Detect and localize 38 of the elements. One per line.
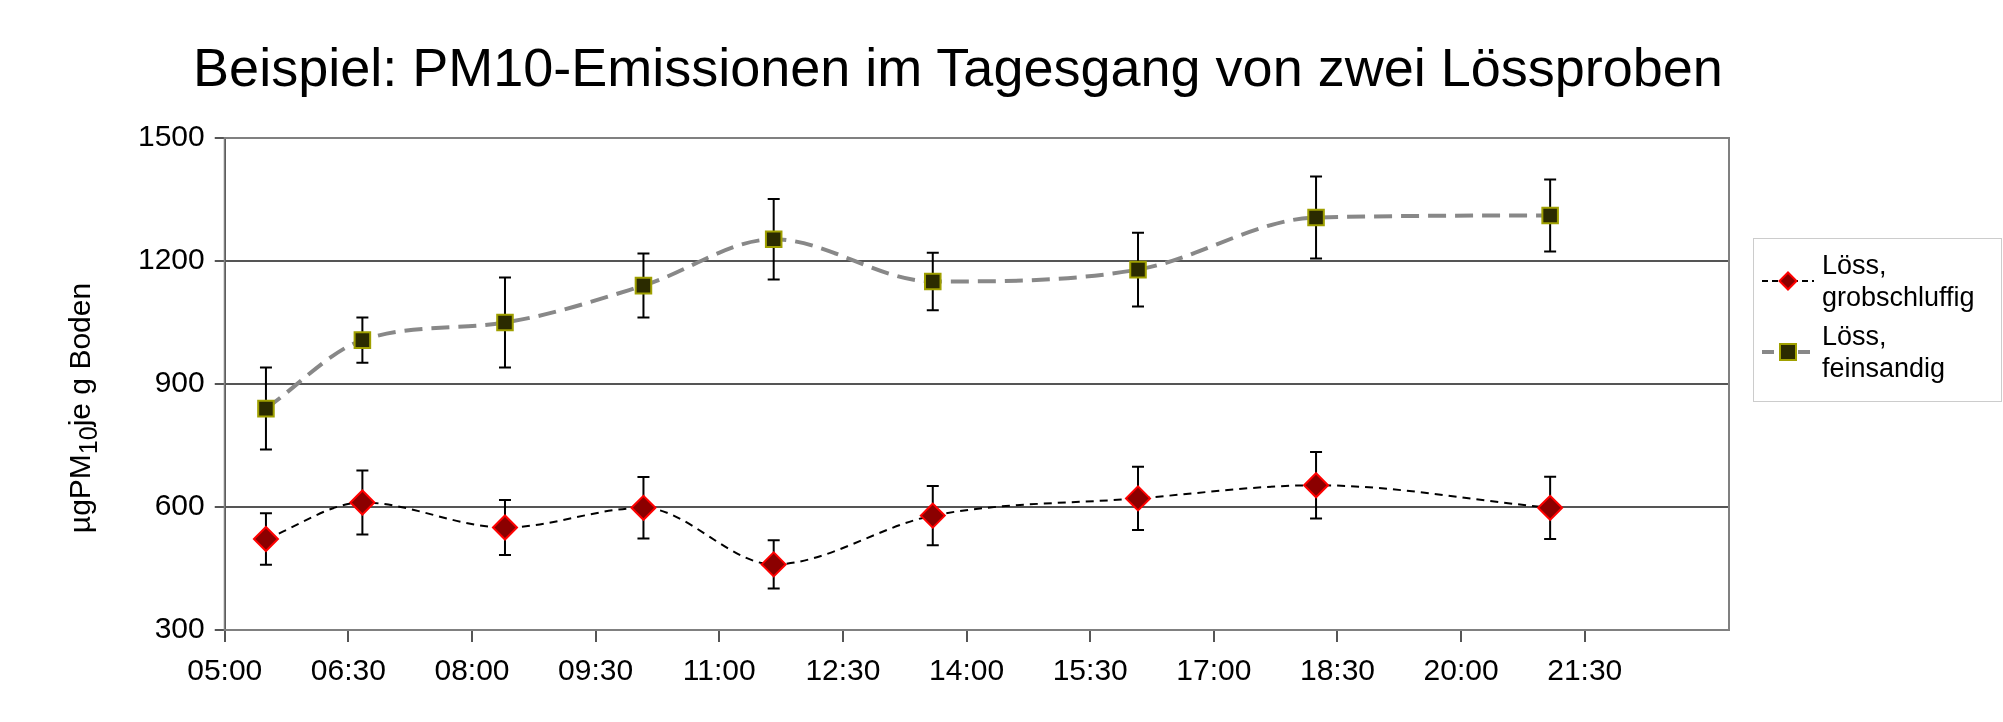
point	[353, 331, 372, 349]
x-tick-label: 21:30	[1547, 653, 1623, 687]
point	[1129, 260, 1147, 279]
x-tick-label: 05:00	[187, 653, 263, 687]
chart-title: Beispiel: PM10-Emissionen im Tagesgang von zwei Lössproben	[192, 36, 1724, 98]
point	[1541, 206, 1559, 225]
x-tick-label: 08:00	[434, 653, 510, 687]
x-tick-label: 09:30	[558, 653, 634, 687]
point	[496, 313, 514, 332]
y-tick-label: 1200	[137, 242, 205, 276]
x-tick-label: 14:00	[929, 653, 1005, 687]
y-tick-label: 1500	[137, 119, 205, 153]
point	[634, 276, 653, 295]
point	[1307, 208, 1325, 227]
x-tick-label: 15:30	[1052, 653, 1128, 687]
x-tick-label: 06:30	[310, 653, 386, 687]
point	[252, 525, 279, 552]
point	[1303, 472, 1330, 499]
point	[760, 551, 787, 578]
point	[349, 489, 376, 516]
x-tick-label: 18:30	[1299, 653, 1376, 687]
y-tick-label: 900	[154, 365, 205, 399]
legend-label: Löss, feinsandig	[1822, 319, 1947, 385]
point	[630, 494, 657, 521]
point	[257, 399, 275, 418]
y-tick-label: 600	[154, 488, 205, 522]
x-tick-label: 17:00	[1176, 653, 1252, 687]
x-tick-label: 20:00	[1423, 653, 1499, 687]
point	[919, 502, 946, 529]
point	[923, 272, 942, 291]
x-tick-label: 11:00	[682, 653, 756, 687]
x-tick-label: 12:30	[805, 653, 881, 687]
point	[1537, 494, 1564, 521]
point	[764, 230, 783, 249]
point	[491, 514, 518, 541]
point	[1125, 485, 1152, 512]
legend-label: Löss, grobschluffig	[1822, 249, 1976, 314]
y-tick-label: 300	[154, 611, 205, 645]
